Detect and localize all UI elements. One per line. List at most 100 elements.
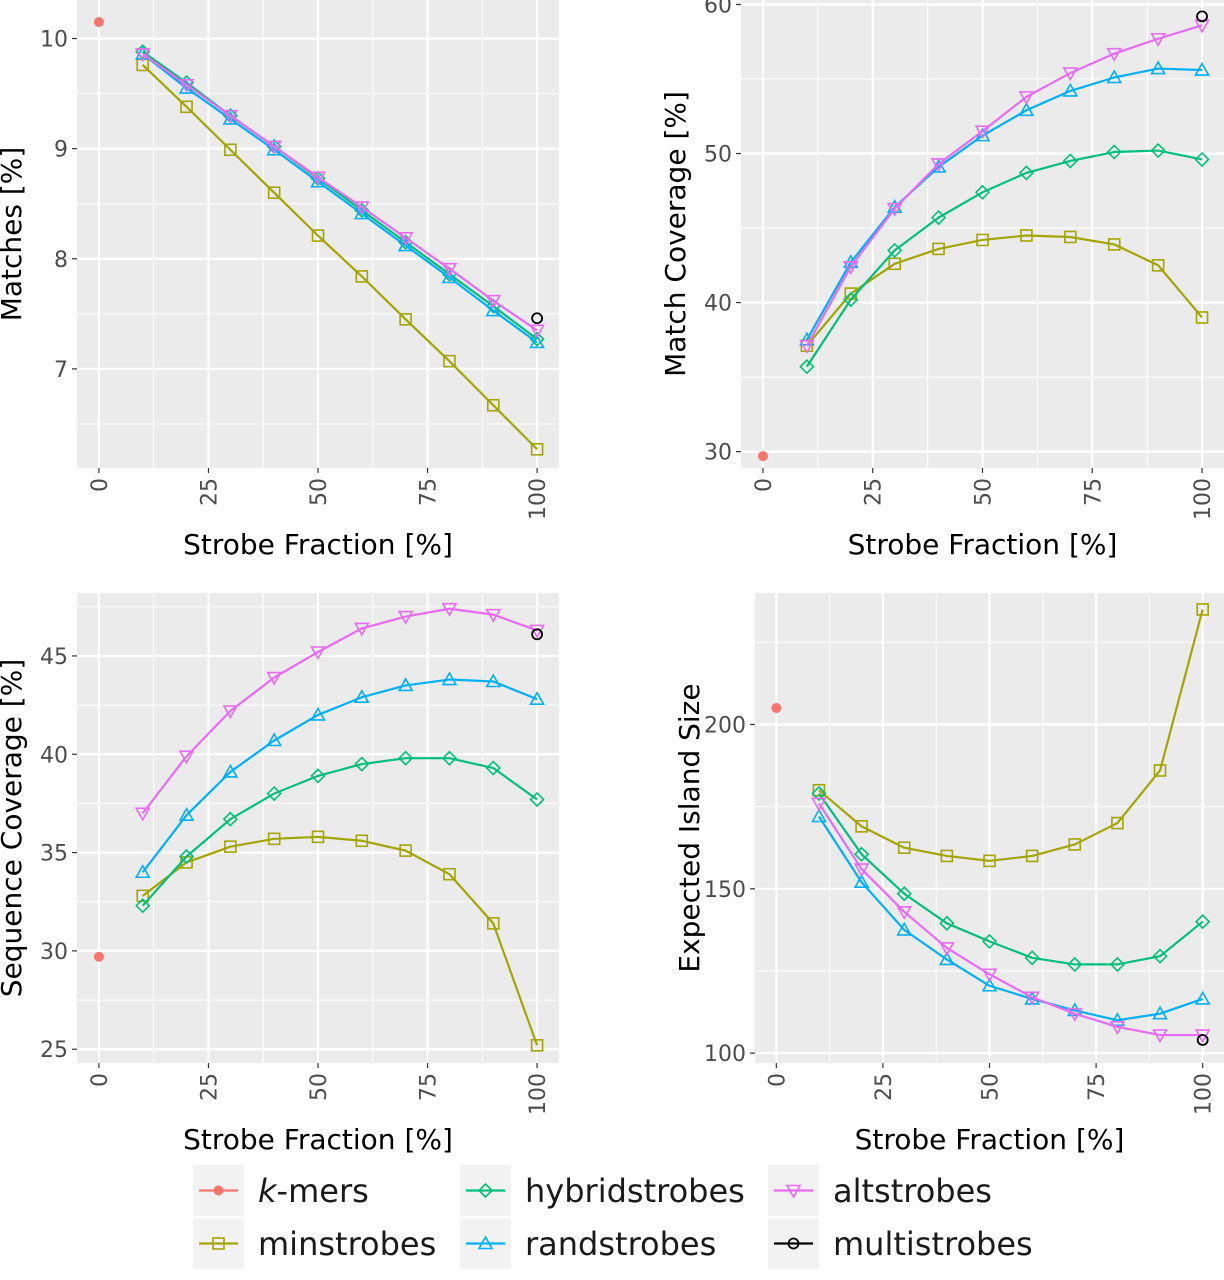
legend-label: k-mers [258, 1172, 369, 1210]
x-axis-title: Strobe Fraction [%] [855, 1123, 1125, 1156]
data-point-randstrobes [266, 732, 283, 747]
legend-label: minstrobes [258, 1225, 436, 1263]
data-point-randstrobes [353, 205, 370, 220]
data-point-hybridstrobes [354, 756, 370, 772]
legend-label: hybridstrobes [525, 1172, 745, 1210]
data-point-hybridstrobes [398, 750, 414, 766]
x-tick-label: 50 [307, 1073, 332, 1101]
data-point-hybridstrobes [441, 750, 458, 766]
data-point-minstrobes [311, 229, 325, 242]
data-point-randstrobes [310, 706, 326, 721]
y-tick-label: 8 [54, 248, 68, 273]
x-tick-label: 100 [526, 478, 551, 520]
legend-key-marker [477, 1235, 494, 1250]
data-point-altstrobes [529, 324, 545, 339]
data-point-hybridstrobes [266, 785, 282, 802]
data-point-minstrobes [530, 442, 544, 456]
x-tick-label: 25 [862, 478, 887, 506]
data-point-randstrobes [397, 237, 414, 252]
chart-panel-4: 0 25 50 75 100 100 150 200 Strobe Fraction [%] Ex… [673, 593, 1224, 1156]
y-tick-label: 25 [40, 1038, 68, 1063]
data-point-minstrobes [897, 841, 911, 855]
data-point-randstrobes [441, 671, 458, 686]
data-point-randstrobes [1109, 1012, 1126, 1027]
data-point-hybridstrobes [930, 209, 947, 226]
data-point-randstrobes [485, 302, 502, 317]
y-tick-label: 150 [704, 878, 746, 903]
data-point-altstrobes [1150, 32, 1167, 47]
data-point-randstrobes [981, 977, 998, 992]
data-point-minstrobes [940, 849, 954, 863]
chart-panel-2: 0 25 50 75 100 30 40 50 60 Strobe Fraction [%] Mat… [659, 0, 1224, 561]
data-point-altstrobes [1106, 47, 1123, 62]
data-point-randstrobes [1194, 61, 1210, 76]
data-point-altstrobes [441, 262, 458, 277]
series-line-minstrobes [818, 609, 1204, 862]
data-point-altstrobes [353, 201, 370, 216]
y-tick-label: 7 [54, 358, 68, 383]
x-tick-label: 50 [307, 478, 332, 506]
x-tick-label: 0 [765, 1073, 790, 1087]
series-hybridstrobes [135, 750, 545, 914]
data-point-altstrobes [938, 942, 955, 957]
data-point-altstrobes [397, 610, 414, 625]
x-tick-label: 0 [88, 478, 113, 492]
data-point-hybridstrobes [1024, 950, 1040, 966]
data-point-altstrobes [310, 171, 326, 186]
data-point-randstrobes [1150, 60, 1167, 75]
x-tick-label: 50 [972, 478, 997, 506]
data-point-altstrobes [1066, 1007, 1083, 1022]
data-point-altstrobes [1062, 67, 1079, 82]
x-tick-label: 100 [1192, 1073, 1217, 1115]
data-point-hybridstrobes [1067, 956, 1083, 973]
series-hybridstrobes [811, 785, 1211, 973]
data-point-randstrobes [397, 677, 414, 692]
series-line-altstrobes [805, 24, 1203, 347]
data-point-minstrobes [399, 844, 412, 857]
legend-key-marker [787, 1237, 800, 1250]
data-point-hybridstrobes [939, 915, 955, 931]
data-point-minstrobes [888, 257, 901, 271]
data-point-altstrobes [981, 968, 998, 983]
data-point-hybridstrobes [811, 785, 827, 802]
series-line-randstrobes [141, 678, 538, 873]
data-point-altstrobes [266, 671, 283, 686]
y-tick-label: 30 [40, 940, 68, 965]
data-point-altstrobes [1018, 91, 1035, 106]
data-point-altstrobes [1152, 1029, 1168, 1044]
data-point-altstrobes [178, 78, 195, 93]
data-point-minstrobes [180, 100, 193, 114]
series-line-hybridstrobes [805, 149, 1203, 368]
data-point-minstrobes [1107, 238, 1121, 251]
data-point-multistrobes [531, 312, 543, 325]
x-tick-label: 100 [1191, 478, 1216, 520]
data-point-hybridstrobes [974, 184, 991, 200]
y-tick-label: 40 [704, 292, 732, 317]
data-point-hybridstrobes [222, 811, 238, 827]
y-tick-label: 9 [54, 138, 68, 163]
data-point-randstrobes [529, 691, 545, 705]
data-point-randstrobes [853, 874, 870, 889]
data-point-kmers [771, 703, 782, 714]
data-point-randstrobes [222, 763, 239, 778]
data-point-minstrobes [1064, 230, 1077, 244]
x-tick-label: 0 [88, 1073, 113, 1087]
data-point-minstrobes [932, 242, 945, 256]
y-tick-label: 60 [704, 0, 732, 18]
data-point-randstrobes [1018, 102, 1035, 117]
x-axis-title: Strobe Fraction [%] [183, 528, 453, 561]
y-axis-title: Expected Island Size [673, 683, 706, 972]
y-tick-label: 50 [704, 143, 732, 168]
data-point-minstrobes [1025, 849, 1039, 863]
legend-item-hybridstrobes: hybridstrobes [460, 1165, 745, 1216]
y-axis-title: Match Coverage [%] [659, 91, 692, 377]
data-point-minstrobes [224, 840, 237, 853]
data-point-minstrobes [224, 143, 237, 157]
data-point-minstrobes [486, 398, 500, 412]
data-point-altstrobes [397, 232, 414, 246]
chart-panel-3: 0 25 50 75 100 25 30 35 40 45 Strobe Fraction [%] S… [0, 593, 559, 1156]
y-tick-label: 30 [704, 441, 732, 466]
data-point-altstrobes [886, 202, 903, 217]
data-point-minstrobes [983, 854, 996, 868]
data-point-altstrobes [222, 109, 239, 124]
